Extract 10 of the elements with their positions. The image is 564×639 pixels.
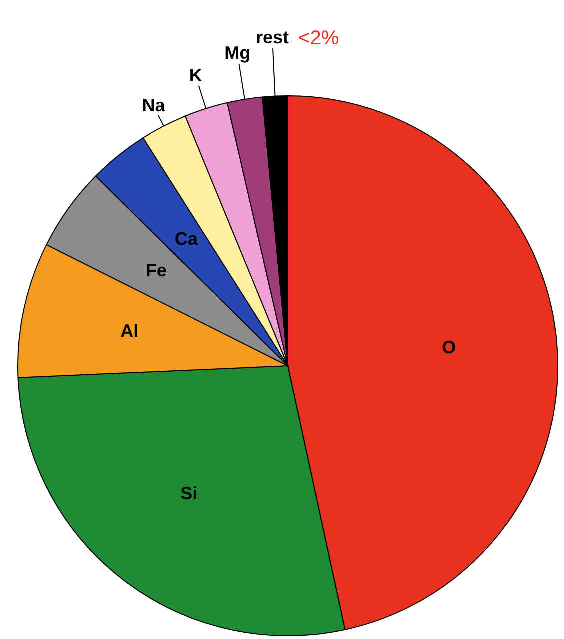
slice-label: K — [189, 65, 202, 86]
text: <2% — [298, 27, 340, 50]
slice-label: O — [442, 338, 456, 358]
slice-label: rest — [256, 27, 290, 48]
slice-label: Al — [120, 321, 139, 342]
slice-label: Mg — [224, 43, 251, 64]
slice-label: Fe — [146, 260, 167, 281]
slice-label: Na — [142, 96, 166, 116]
slice-label: Ca — [174, 228, 199, 249]
slice-label: Si — [180, 483, 198, 504]
